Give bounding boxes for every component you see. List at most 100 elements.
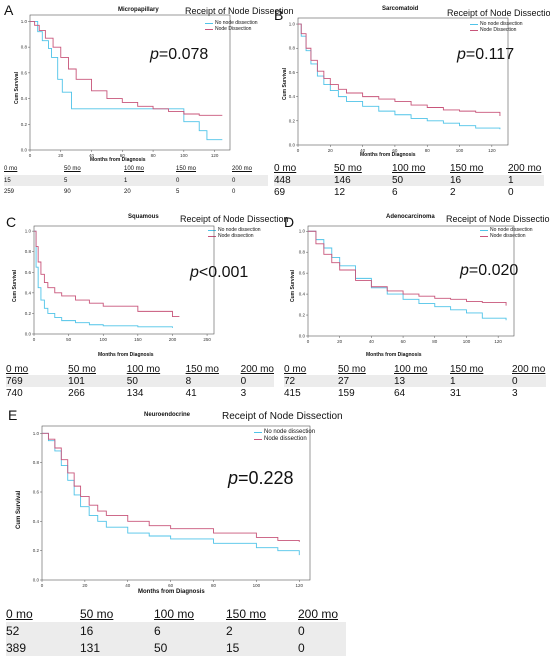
y-tick-label: 0.2 [25, 311, 32, 316]
legend-label: Node dissection [264, 436, 307, 442]
plot-frame [29, 14, 231, 151]
risk-header-cell: 200 mo [232, 166, 253, 172]
y-tick-label: 1.0 [21, 19, 28, 24]
legend-entry-no-node: No node dissection [208, 227, 261, 233]
risk-cell: 1 [450, 375, 512, 387]
legend-title: Receipt of Node Dissection [222, 411, 343, 422]
risk-cell: 259 [4, 189, 15, 195]
legend-entry-node: Node dissection [480, 233, 533, 239]
risk-cell: 0 [240, 375, 274, 387]
p-value: p=0.078 [150, 46, 209, 63]
x-tick-label: 100 [180, 153, 188, 158]
x-axis-label: Months from Diagnosis [90, 157, 146, 163]
risk-row-node: 740 266 134 41 3 [6, 387, 274, 399]
panel-b: B Sarcomatoid Receipt of Node Dissection… [272, 0, 550, 200]
risk-cell: 448 [274, 175, 334, 186]
risk-cell: 72 [284, 375, 338, 387]
p-value-text: =0.078 [158, 46, 209, 63]
p-value: p<0.001 [190, 264, 249, 281]
legend-label: No node dissection [490, 227, 533, 233]
y-tick-label: 1.0 [25, 229, 32, 234]
risk-header-cell: 200 mo [240, 363, 274, 375]
risk-cell: 52 [6, 622, 80, 639]
y-tick-label: 1.0 [289, 22, 296, 27]
risk-cell: 415 [284, 387, 301, 399]
survival-curve-node [298, 23, 501, 116]
x-tick-label: 20 [337, 339, 343, 344]
risk-cell: 2 [226, 622, 298, 639]
chart-svg: 0 20 40 60 80 100 120 0.0 0.2 0.4 0.6 0.8 1.0 [299, 225, 515, 344]
x-axis-label: Months from Diagnosis [360, 152, 416, 158]
y-tick-label: 0.0 [299, 334, 306, 339]
risk-cell: 3 [512, 387, 518, 399]
x-tick-label: 120 [494, 339, 502, 344]
risk-cell: 13 [394, 375, 450, 387]
panel-label: B [274, 7, 284, 23]
risk-row-no-node: 448 146 50 16 1 [274, 175, 544, 186]
risk-header-cell: 150 mo [450, 363, 484, 375]
y-tick-label: 0.8 [21, 45, 28, 50]
x-tick-label: 60 [168, 583, 174, 588]
panel-a: A Micropapillary Receipt of Node Dissect… [0, 0, 294, 200]
risk-header-cell: 150 mo [176, 166, 197, 172]
legend-title: Receipt of Node Dissection [446, 214, 550, 224]
p-value-text: =0.117 [465, 46, 515, 63]
chart-svg: 0 20 40 60 80 100 120 0.0 0.2 0.4 0.6 0.8 1.0 [289, 17, 509, 153]
risk-cell: 1 [508, 175, 544, 186]
risk-header-cell: 50 mo [334, 163, 362, 174]
x-tick-label: 60 [392, 148, 398, 153]
p-value-text: =0.228 [238, 468, 294, 488]
legend-label: No node dissection [264, 429, 316, 435]
risk-cell: 134 [126, 387, 144, 399]
risk-cell: 131 [80, 639, 154, 656]
y-tick-label: 0.6 [21, 70, 28, 75]
legend-label: Node dissection [490, 233, 526, 239]
risk-header-cell: 150 mo [226, 606, 267, 621]
legend-title: Receipt of Node Dissection [447, 8, 550, 18]
panel-label: D [284, 214, 295, 230]
legend: No node dissection Node Dissection [205, 20, 258, 32]
risk-table-header: 0 mo 50 mo 100 mo 150 mo 200 mo [6, 605, 346, 622]
y-tick-label: 0.6 [33, 490, 40, 495]
y-tick-label: 0.6 [25, 270, 32, 275]
risk-header-cell: 100 mo [394, 363, 428, 375]
risk-header-cell: 0 mo [4, 166, 18, 172]
risk-row-node: 389 131 50 15 0 [6, 639, 346, 656]
risk-cell: 12 [334, 186, 346, 198]
risk-cell: 1 [124, 175, 176, 186]
x-tick-label: 80 [425, 148, 431, 153]
risk-header-cell: 0 mo [284, 363, 307, 375]
legend: No node dissection Node dissection [254, 429, 315, 443]
legend-entry-no-node: No node dissection [470, 21, 523, 27]
risk-table-header: 0 mo 50 mo 100 mo 150 mo 200 mo [284, 363, 546, 375]
y-tick-label: 0.0 [21, 148, 28, 153]
risk-table-header: 0 mo 50 mo 100 mo 150 mo 200 mo [274, 162, 544, 175]
risk-header-cell: 50 mo [64, 166, 81, 172]
survival-curve-no-node [34, 230, 173, 328]
p-value: p=0.228 [228, 468, 294, 488]
risk-row-node: 259 90 20 5 0 [4, 186, 268, 198]
legend: No node dissection Node dissection [480, 227, 533, 239]
x-tick-label: 0 [33, 337, 36, 342]
risk-table-a: 0 mo 50 mo 100 mo 150 mo 200 mo 15 5 1 0… [4, 163, 268, 198]
risk-cell: 5 [176, 189, 180, 195]
risk-header-cell: 200 mo [508, 163, 542, 174]
y-tick-label: 0.0 [33, 578, 40, 583]
risk-header-cell: 0 mo [6, 363, 29, 375]
risk-row-node: 69 12 6 2 0 [274, 186, 544, 198]
x-tick-label: 20 [328, 148, 334, 153]
risk-row-node: 415 159 64 31 3 [284, 387, 546, 399]
x-tick-label: 100 [463, 339, 471, 344]
legend: No node dissection Node Dissection [470, 21, 523, 33]
p-value-text: <0.001 [198, 264, 249, 281]
y-tick-label: 0.0 [289, 143, 296, 148]
x-tick-label: 200 [169, 337, 177, 342]
risk-header-cell: 200 mo [298, 606, 339, 621]
x-tick-label: 120 [296, 583, 304, 588]
x-axis-label: Months from Diagnosis [138, 589, 205, 595]
x-tick-label: 20 [58, 153, 64, 158]
p-value-text: =0.020 [468, 262, 519, 279]
y-tick-label: 0.8 [33, 460, 40, 465]
risk-row-no-node: 15 5 1 0 0 [4, 175, 268, 186]
x-tick-label: 40 [89, 153, 95, 158]
